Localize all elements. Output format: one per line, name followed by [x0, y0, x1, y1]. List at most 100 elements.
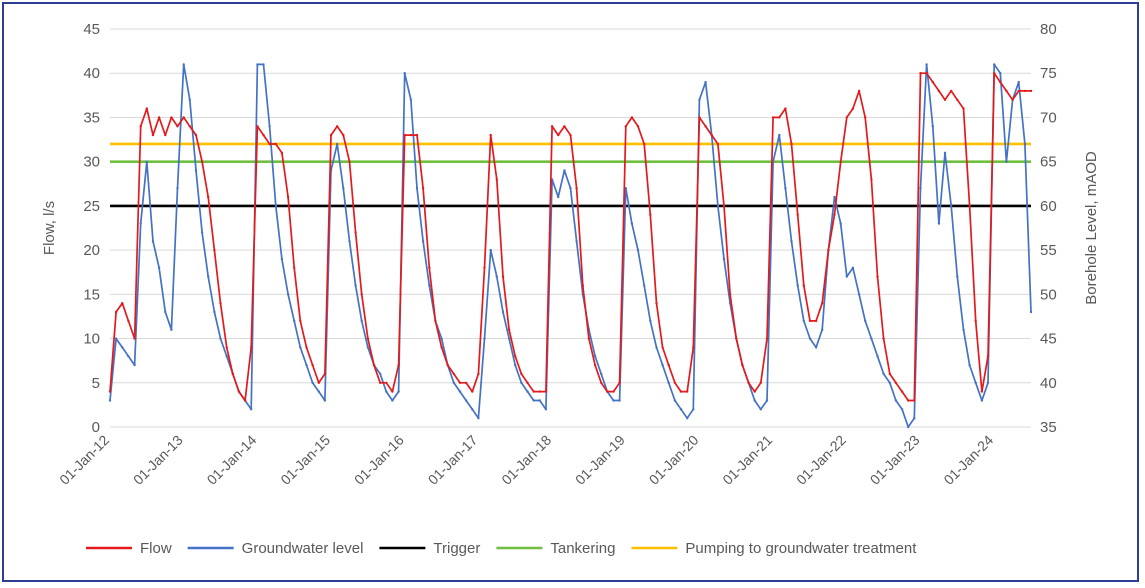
flow-point [741, 363, 744, 367]
groundwater-level-point [950, 204, 953, 208]
flow-point [821, 302, 824, 305]
flow-point [624, 125, 627, 128]
flow-point [200, 160, 204, 163]
groundwater-level-point [452, 381, 455, 384]
left-tick-label: 45 [83, 21, 100, 38]
flow-point [919, 72, 922, 75]
groundwater-level-point [882, 372, 885, 376]
flow-point [673, 381, 677, 384]
groundwater-level-point [538, 399, 541, 402]
groundwater-level-point [833, 195, 836, 199]
groundwater-level-point [127, 355, 130, 358]
groundwater-level-point [900, 408, 904, 411]
flow-point [679, 390, 683, 393]
x-tick-label: 01-Jan-18 [498, 432, 554, 488]
groundwater-level-point [514, 363, 517, 367]
flow-point [428, 266, 431, 269]
groundwater-level-point [188, 98, 191, 102]
groundwater-level-point [250, 408, 253, 411]
flow-point [581, 284, 584, 287]
right-tick-label: 55 [1040, 242, 1057, 259]
groundwater-level-point [937, 222, 941, 225]
groundwater-level-point [649, 319, 652, 323]
flow-point [477, 372, 480, 376]
groundwater-level-point [980, 399, 984, 402]
flow-point [514, 355, 517, 358]
groundwater-level-point [913, 417, 916, 420]
flow-point [759, 381, 762, 384]
flow-point [962, 107, 965, 110]
groundwater-level-point [765, 399, 769, 402]
trigger-legend-label: Trigger [433, 540, 480, 557]
flow-point [268, 142, 271, 146]
flow-point [796, 213, 799, 216]
flow-point [213, 248, 216, 252]
right-tick-label: 70 [1040, 109, 1057, 126]
flow-point [434, 319, 437, 323]
flow-point [593, 363, 597, 367]
groundwater-level-point [317, 390, 320, 393]
groundwater-level-point [814, 346, 818, 349]
flow-point [329, 133, 333, 137]
groundwater-level-point [956, 275, 959, 278]
flow-point [765, 337, 769, 340]
flow-point [501, 275, 505, 278]
flow-point [575, 187, 578, 190]
x-tick-label: 01-Jan-22 [793, 432, 849, 488]
groundwater-level-point [796, 284, 799, 287]
flow-line [109, 72, 1031, 402]
flow-point [587, 337, 591, 340]
right-tick-label: 50 [1040, 286, 1057, 303]
flow-point [686, 390, 689, 393]
flow-point [250, 346, 253, 349]
groundwater-level-point [200, 231, 204, 234]
flow-point [471, 390, 474, 393]
groundwater-level-point [299, 346, 302, 349]
flow-point [735, 337, 738, 340]
groundwater-level-point [1029, 310, 1033, 314]
groundwater-level-point [207, 275, 210, 278]
groundwater-level-point [636, 248, 640, 252]
flow-point [999, 80, 1002, 84]
flow-point [114, 310, 118, 314]
groundwater-level-point [802, 319, 805, 323]
flow-point [256, 125, 259, 128]
flow-point [655, 302, 658, 305]
groundwater-level-point [894, 399, 898, 402]
flow-point [913, 399, 916, 402]
groundwater-level-point [931, 125, 934, 128]
right-tick-label: 80 [1040, 21, 1057, 38]
groundwater-level-point [323, 399, 327, 402]
flow-legend-label: Flow [140, 540, 172, 557]
left-tick-label: 10 [83, 331, 100, 348]
groundwater-level-point [808, 337, 812, 340]
groundwater-level-point [974, 381, 977, 384]
flow-point [379, 381, 382, 384]
flow-point [851, 107, 855, 110]
flow-point [280, 151, 284, 154]
groundwater-level-point [876, 355, 879, 358]
flow-point [1029, 89, 1033, 93]
left-tick-label: 0 [92, 419, 100, 436]
flow-point [778, 116, 781, 119]
right-tick-label: 45 [1040, 331, 1057, 348]
x-tick-label: 01-Jan-16 [351, 432, 407, 488]
flow-point [771, 116, 775, 119]
flow-point [618, 381, 621, 384]
groundwater-level-point [870, 337, 873, 340]
groundwater-level-point [821, 328, 824, 331]
groundwater-level-point [385, 390, 388, 393]
groundwater-level-point [151, 240, 155, 243]
groundwater-level-point [907, 425, 910, 429]
groundwater-level-point [624, 187, 627, 190]
groundwater-level-point [458, 390, 462, 393]
flow-point [262, 133, 265, 137]
x-tick-label: 01-Jan-17 [425, 432, 481, 488]
groundwater-level-point [667, 381, 670, 384]
groundwater-level-point [176, 187, 179, 190]
flow-point [317, 381, 320, 384]
groundwater-level-point [722, 257, 726, 261]
flow-point [907, 399, 910, 402]
groundwater-level-point [698, 98, 701, 102]
flow-point [980, 390, 984, 393]
